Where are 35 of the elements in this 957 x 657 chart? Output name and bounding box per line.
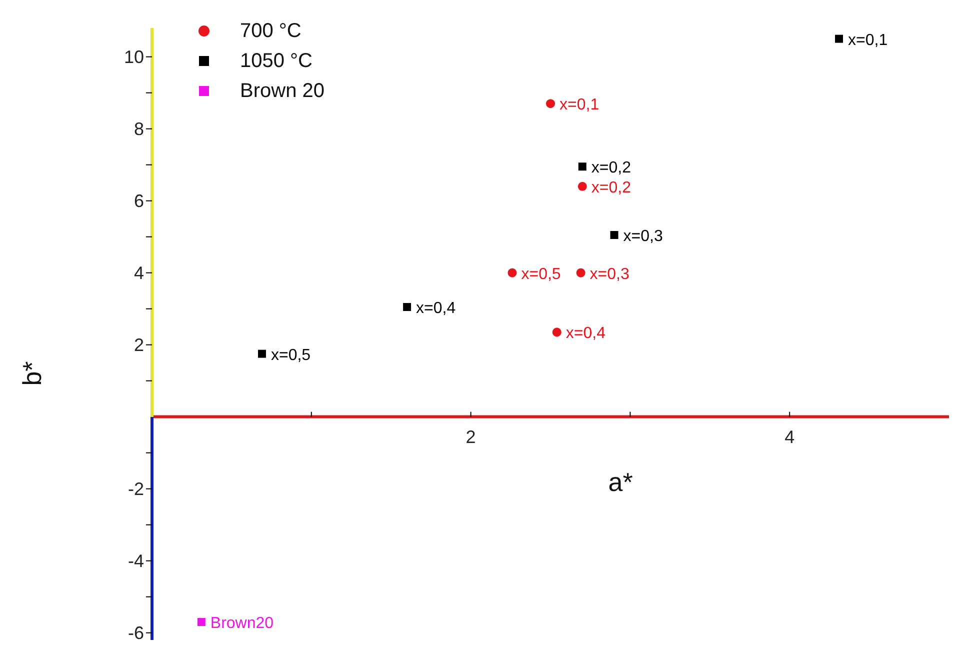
y-tick-label: 8 <box>134 119 144 140</box>
point <box>258 350 266 358</box>
y-tick-label: 4 <box>134 263 144 284</box>
annotation: x=0,4 <box>566 325 606 342</box>
annotation: x=0,3 <box>590 266 630 283</box>
annotation: Brown20 <box>210 615 274 632</box>
y-axis-title: b* <box>16 362 48 386</box>
annotation: x=0,1 <box>848 32 888 49</box>
point <box>576 268 586 278</box>
y-tick-label: -2 <box>128 479 144 500</box>
legend-label: Brown 20 <box>240 80 324 102</box>
point <box>403 303 412 311</box>
point <box>546 99 556 108</box>
point <box>835 34 844 43</box>
y-tick-label: 6 <box>134 191 144 212</box>
legend-label: 1050 °C <box>240 50 312 72</box>
point <box>578 162 586 171</box>
annotation: x=0,4 <box>416 300 456 317</box>
legend-label: 700 °C <box>240 20 302 42</box>
y-tick-label: 10 <box>124 47 144 68</box>
annotation: x=0,3 <box>623 228 663 245</box>
point <box>578 182 587 191</box>
point <box>197 618 206 626</box>
x-axis-title: a* <box>608 466 633 498</box>
point <box>508 268 517 278</box>
annotation: x=0,2 <box>591 179 632 196</box>
y-tick-label: -6 <box>128 623 144 644</box>
point <box>610 231 618 239</box>
annotation: x=0,1 <box>560 96 600 114</box>
point <box>552 328 562 337</box>
annotation: x=0,2 <box>591 160 632 177</box>
y-tick-label: 2 <box>134 335 144 356</box>
annotation: x=0,5 <box>270 346 311 364</box>
annotation: x=0,5 <box>521 266 561 283</box>
y-tick-label: -4 <box>128 551 144 572</box>
